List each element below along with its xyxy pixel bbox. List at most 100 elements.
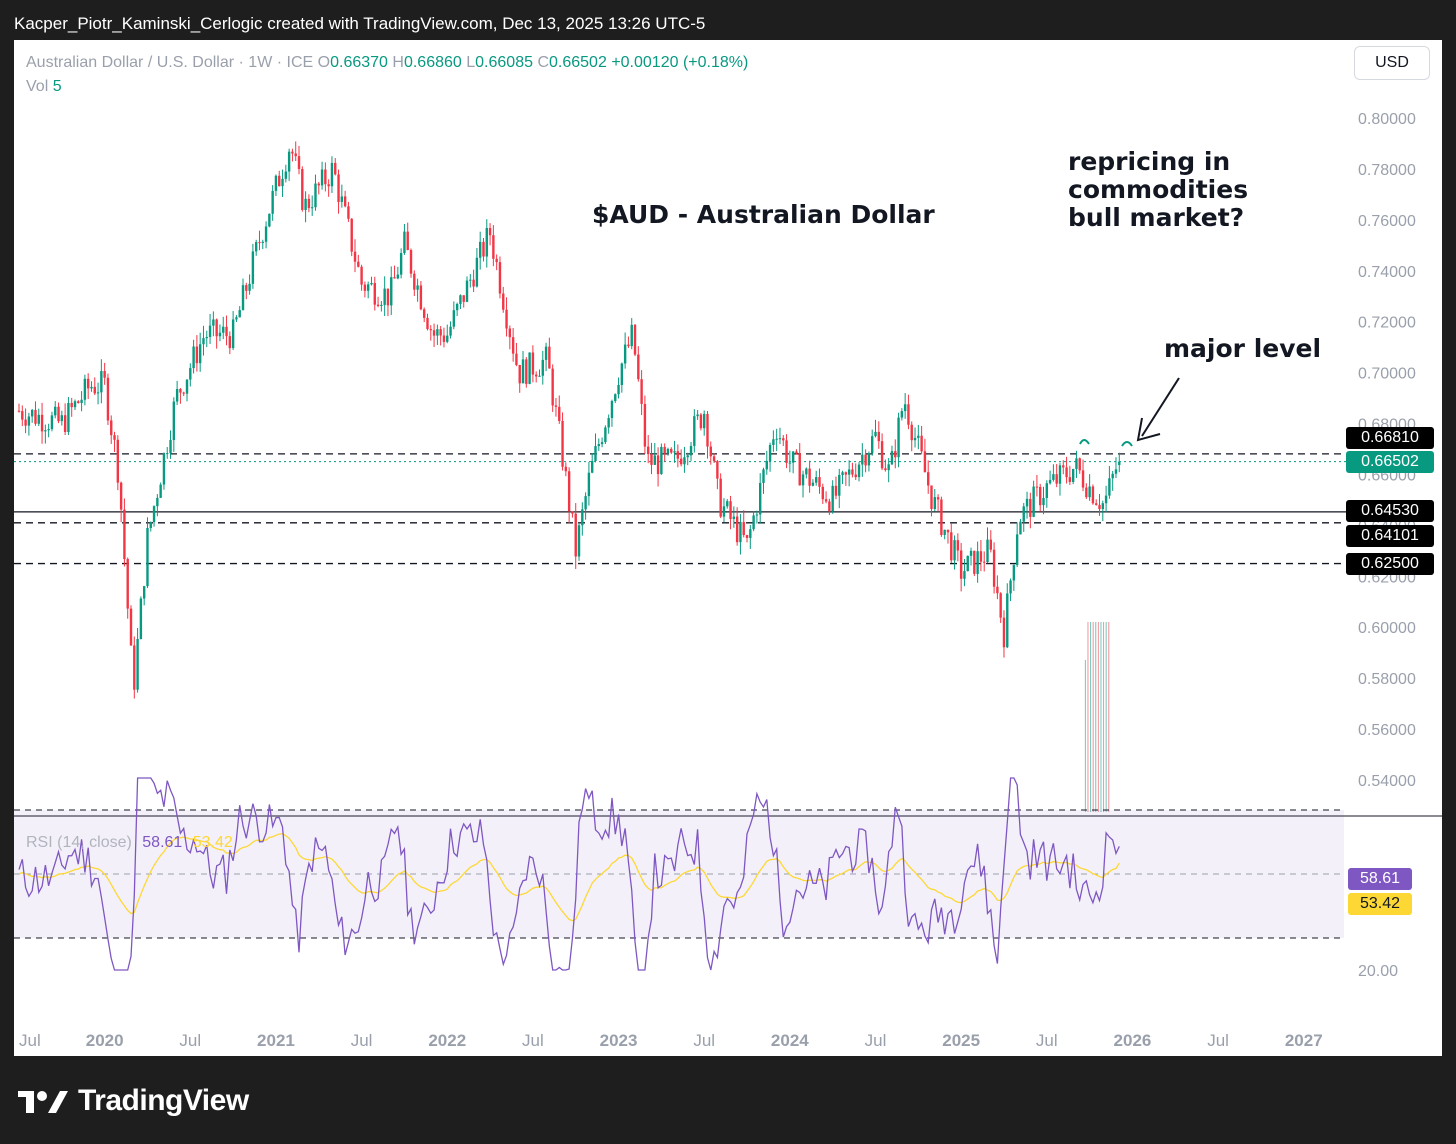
- candle-body: [488, 228, 492, 236]
- candle-body: [376, 304, 380, 307]
- candle-body: [100, 371, 103, 393]
- candle-body: [1111, 473, 1114, 479]
- candle-body: [1029, 498, 1032, 517]
- candle-body: [156, 497, 159, 507]
- y-tick-label: 0.80000: [1358, 111, 1416, 128]
- candle-body: [198, 344, 202, 364]
- candle-body: [271, 190, 274, 214]
- symbol-name[interactable]: Australian Dollar / U.S. Dollar · 1W · I…: [26, 54, 314, 71]
- candle-body: [791, 451, 795, 463]
- rsi-legend-value: 58.61: [142, 834, 183, 851]
- candle-body: [185, 379, 189, 394]
- x-tick-label: 2021: [257, 1031, 295, 1050]
- candle-body: [749, 529, 752, 538]
- candle-body: [386, 288, 390, 306]
- candle-body: [1098, 504, 1101, 510]
- candle-body: [1006, 593, 1009, 648]
- candle-body: [373, 282, 376, 305]
- candle-body: [146, 528, 149, 587]
- rsi-label[interactable]: RSI (14, close): [26, 834, 132, 851]
- candle-body: [30, 409, 34, 417]
- candle-body: [1012, 565, 1016, 581]
- candle-body: [996, 586, 999, 594]
- y-tick-label: 0.58000: [1358, 671, 1416, 688]
- candle-body: [248, 283, 251, 291]
- candle-body: [584, 496, 587, 510]
- candle-body: [1085, 487, 1088, 498]
- candle-body: [670, 448, 673, 453]
- candle-body: [452, 310, 456, 327]
- candle-body: [1062, 465, 1065, 468]
- candle-body: [551, 368, 554, 406]
- price-label-0: 0.66810: [1346, 427, 1434, 449]
- candle-body: [689, 445, 693, 456]
- vol-label[interactable]: Vol: [26, 78, 49, 95]
- candle-body: [841, 472, 844, 476]
- candle-body: [152, 506, 156, 523]
- candle-body: [788, 462, 792, 464]
- candle-body: [768, 445, 772, 461]
- candle-body: [24, 419, 27, 426]
- candle-body: [627, 344, 630, 347]
- candle-body: [63, 415, 67, 432]
- close-value: 0.66502: [549, 54, 607, 71]
- candle-body: [103, 371, 106, 378]
- candle-body: [854, 474, 857, 478]
- candle-body: [795, 451, 798, 454]
- candle-body: [396, 274, 400, 279]
- candle-body: [574, 513, 577, 557]
- candle-body: [1114, 469, 1118, 474]
- candle-body: [864, 454, 867, 466]
- open-value: 0.66370: [330, 54, 388, 71]
- candle-body: [722, 506, 726, 517]
- candle-body: [716, 461, 719, 479]
- candle-body: [900, 411, 904, 418]
- candle-body: [1095, 503, 1098, 505]
- candle-body: [350, 218, 353, 252]
- candle-body: [548, 346, 551, 369]
- candle-body: [679, 458, 683, 465]
- candle-body: [732, 516, 736, 520]
- candle-body: [719, 478, 722, 517]
- candle-body: [264, 226, 268, 242]
- open-label: O: [317, 54, 331, 71]
- candle-body: [139, 598, 143, 639]
- candle-body: [808, 468, 811, 486]
- arrow-head: [1136, 417, 1161, 442]
- candle-body: [986, 539, 989, 563]
- candle-body: [320, 169, 324, 186]
- candle-body: [946, 529, 950, 533]
- candle-body: [815, 477, 818, 483]
- candle-body: [907, 404, 910, 425]
- candle-body: [50, 415, 54, 430]
- candle-body: [304, 198, 307, 210]
- candle-body: [564, 466, 568, 472]
- candle-body: [571, 511, 574, 514]
- candle-body: [133, 645, 136, 690]
- candle-body: [1045, 483, 1048, 498]
- candle-body: [281, 178, 284, 187]
- low-label: L: [466, 54, 476, 71]
- candle-body: [831, 485, 834, 512]
- candle-body: [587, 472, 591, 497]
- candle-body: [844, 472, 848, 475]
- swing-high-marker: [1079, 439, 1090, 445]
- candle-body: [1118, 461, 1121, 466]
- candle-body: [1009, 580, 1012, 594]
- candle-body: [472, 279, 475, 287]
- candle-body: [261, 241, 264, 243]
- candle-body: [330, 162, 334, 187]
- candle-body: [1065, 467, 1068, 478]
- candle-body: [366, 284, 370, 291]
- candle-body: [936, 497, 940, 500]
- candle-body: [172, 401, 176, 441]
- candle-body: [1081, 470, 1085, 488]
- currency-button[interactable]: USD: [1354, 46, 1430, 80]
- candle-body: [544, 346, 548, 360]
- candle-body: [515, 353, 518, 366]
- candle-body: [268, 213, 271, 227]
- candle-body: [617, 384, 620, 395]
- candle-body: [910, 424, 913, 441]
- candle-body: [205, 336, 208, 339]
- x-tick-label: 2026: [1114, 1031, 1152, 1050]
